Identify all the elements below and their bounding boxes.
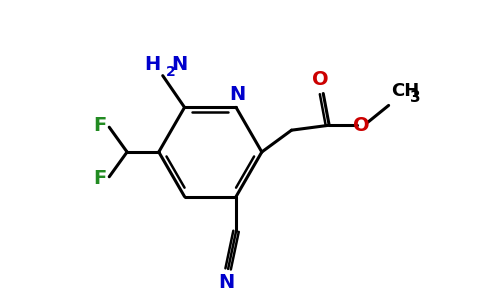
Text: F: F (93, 116, 106, 135)
Text: F: F (93, 169, 106, 188)
Text: N: N (172, 55, 188, 74)
Text: O: O (352, 116, 369, 135)
Text: O: O (312, 70, 329, 88)
Text: N: N (229, 85, 245, 104)
Text: 2: 2 (166, 64, 176, 79)
Text: CH: CH (392, 82, 420, 100)
Text: 3: 3 (410, 90, 421, 105)
Text: N: N (218, 273, 234, 292)
Text: H: H (145, 55, 161, 74)
